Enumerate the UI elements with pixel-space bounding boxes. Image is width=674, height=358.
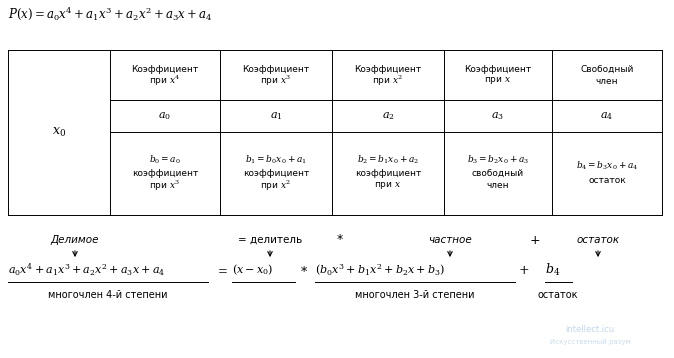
Text: член: член	[487, 181, 510, 190]
Text: Коэффициент: Коэффициент	[464, 64, 532, 73]
Text: $a_2$: $a_2$	[381, 110, 394, 122]
Text: коэффициент: коэффициент	[355, 169, 421, 178]
Text: $b_4 = b_3x_0 + a_4$: $b_4 = b_3x_0 + a_4$	[576, 159, 638, 172]
Text: $b_3 = b_2x_0 + a_3$: $b_3 = b_2x_0 + a_3$	[467, 153, 529, 166]
Text: $b_2 = b_1x_0 + a_2$: $b_2 = b_1x_0 + a_2$	[357, 153, 419, 166]
Text: $a_0$: $a_0$	[158, 110, 172, 122]
Text: остаток: остаток	[538, 290, 578, 300]
Text: остаток: остаток	[588, 176, 626, 185]
Text: при $x^2$: при $x^2$	[260, 178, 292, 193]
Text: многочлен 4-й степени: многочлен 4-й степени	[49, 290, 168, 300]
Text: $a_4$: $a_4$	[601, 110, 613, 122]
Text: Коэффициент: Коэффициент	[355, 64, 422, 73]
Text: при $x^2$: при $x^2$	[372, 74, 404, 88]
Text: коэффициент: коэффициент	[243, 169, 309, 178]
Text: Коэффициент: Коэффициент	[131, 64, 199, 73]
Text: при $x$: при $x$	[485, 76, 512, 87]
Text: $a_1$: $a_1$	[270, 110, 282, 122]
Text: $(b_0x^3+b_1x^2+b_2x+b_3)$: $(b_0x^3+b_1x^2+b_2x+b_3)$	[315, 262, 446, 278]
Text: при $x^3$: при $x^3$	[260, 74, 292, 88]
Text: Коэффициент: Коэффициент	[243, 64, 309, 73]
Text: свободный: свободный	[472, 169, 524, 178]
Text: $x_0$: $x_0$	[52, 126, 66, 139]
Text: частное: частное	[428, 235, 472, 245]
Text: член: член	[596, 77, 618, 86]
Text: = делитель: = делитель	[238, 235, 302, 245]
Text: $a_0x^4+a_1x^3+a_2x^2+a_3x+a_4$: $a_0x^4+a_1x^3+a_2x^2+a_3x+a_4$	[8, 262, 165, 278]
Text: Делимое: Делимое	[51, 235, 99, 245]
Text: *: *	[337, 233, 343, 247]
Text: при $x^4$: при $x^4$	[149, 74, 181, 88]
Text: $P(x) = a_0x^4 + a_1x^3 + a_2x^2 + a_3x + a_4$: $P(x) = a_0x^4 + a_1x^3 + a_2x^2 + a_3x …	[8, 5, 212, 23]
Text: при $x^3$: при $x^3$	[150, 178, 181, 193]
Text: Свободный: Свободный	[580, 64, 634, 73]
Text: $*$: $*$	[300, 263, 308, 276]
Text: $(x-x_0)$: $(x-x_0)$	[232, 263, 273, 277]
Text: Искусственный разум: Искусственный разум	[549, 339, 630, 345]
Text: +: +	[530, 233, 541, 247]
Text: остаток: остаток	[576, 235, 619, 245]
Text: intellect.icu: intellect.icu	[565, 325, 615, 334]
Text: $b_0 = a_0$: $b_0 = a_0$	[149, 153, 181, 166]
Text: $b_1 = b_0x_0 + a_1$: $b_1 = b_0x_0 + a_1$	[245, 153, 307, 166]
Text: $+$: $+$	[518, 263, 529, 276]
Text: при $x$: при $x$	[374, 180, 402, 191]
Text: коэффициент: коэффициент	[132, 169, 198, 178]
Text: $b_4$: $b_4$	[545, 262, 560, 278]
Text: $a_3$: $a_3$	[491, 110, 505, 122]
Text: $=$: $=$	[215, 263, 228, 276]
Text: многочлен 3-й степени: многочлен 3-й степени	[355, 290, 474, 300]
